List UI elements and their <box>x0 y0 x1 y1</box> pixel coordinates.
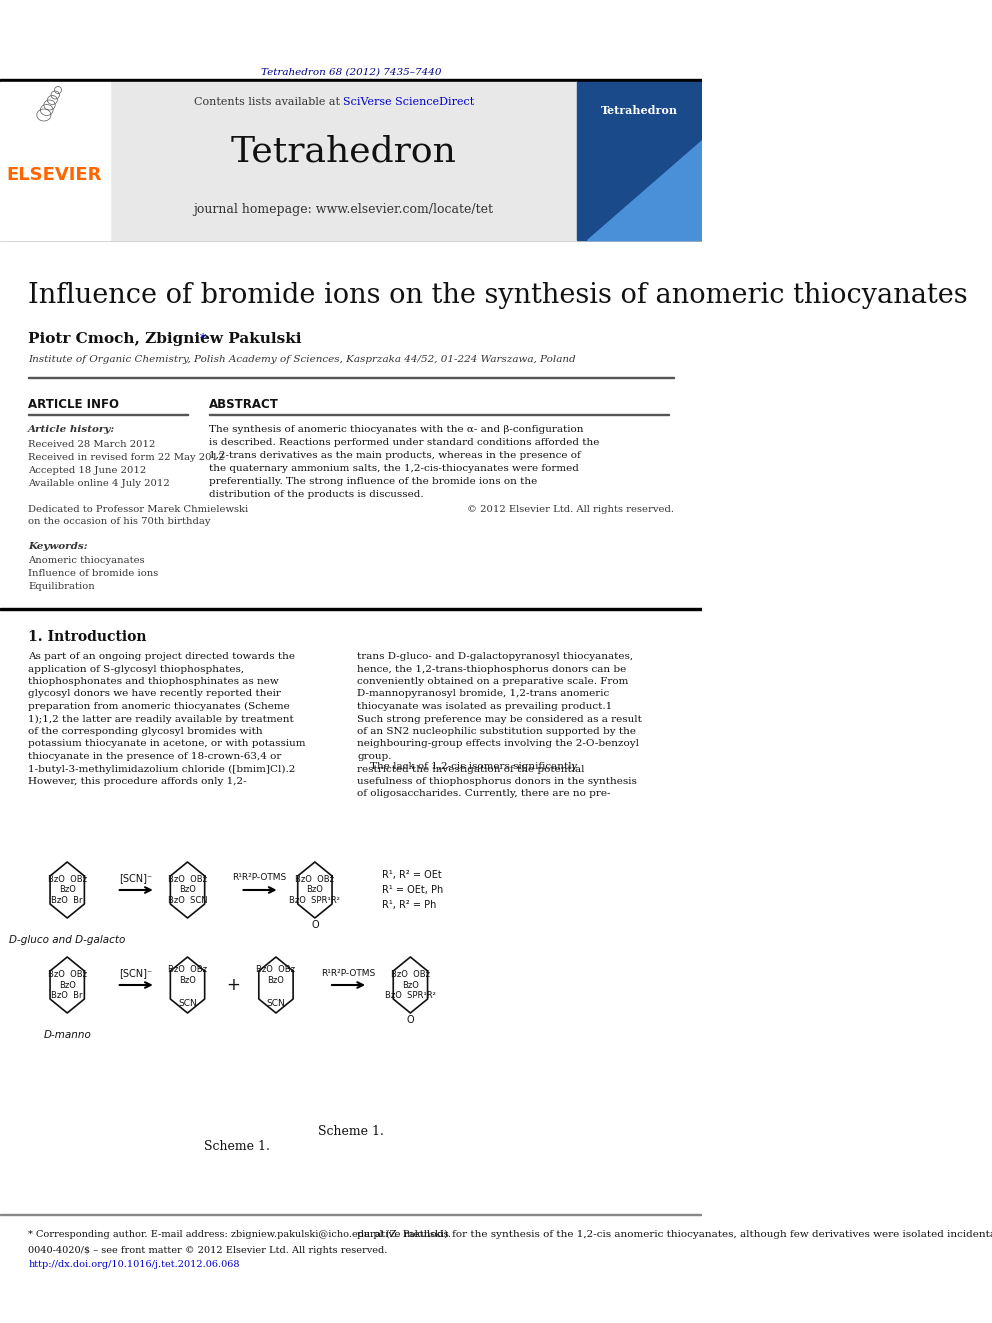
Text: [SCN]⁻: [SCN]⁻ <box>119 968 153 978</box>
Text: *: * <box>199 333 205 347</box>
Text: Equilibration: Equilibration <box>29 582 95 591</box>
Text: Influence of bromide ions: Influence of bromide ions <box>29 569 159 578</box>
Text: Contents lists available at: Contents lists available at <box>193 97 343 107</box>
Text: R¹, R² = OEt: R¹, R² = OEt <box>382 871 441 880</box>
Text: Received in revised form 22 May 2012: Received in revised form 22 May 2012 <box>29 452 224 462</box>
Text: BzO  OBz
BzO
BzO  SCN: BzO OBz BzO BzO SCN <box>168 875 207 905</box>
Text: Dedicated to Professor Marek Chmielewski: Dedicated to Professor Marek Chmielewski <box>29 505 249 515</box>
Text: R¹R²P-OTMS: R¹R²P-OTMS <box>232 873 287 882</box>
Text: Accepted 18 June 2012: Accepted 18 June 2012 <box>29 466 147 475</box>
Text: 1,2-trans derivatives as the main products, whereas in the presence of: 1,2-trans derivatives as the main produc… <box>208 451 580 460</box>
Text: conveniently obtained on a preparative scale. From: conveniently obtained on a preparative s… <box>357 677 629 687</box>
Text: usefulness of thiophosphorus donors in the synthesis: usefulness of thiophosphorus donors in t… <box>357 777 637 786</box>
Text: Such strong preference may be considered as a result: Such strong preference may be considered… <box>357 714 642 724</box>
Text: preferentially. The strong influence of the bromide ions on the: preferentially. The strong influence of … <box>208 478 537 486</box>
Text: R¹R²P-OTMS: R¹R²P-OTMS <box>321 968 375 978</box>
Bar <box>14 820 687 1140</box>
Text: group.
    The lack of 1,2-cis isomers significantly: group. The lack of 1,2-cis isomers signi… <box>357 751 577 771</box>
Text: BzO  OBz
BzO
BzO  Br: BzO OBz BzO BzO Br <box>48 875 86 905</box>
Text: trans D-gluco- and D-galactopyranosyl thiocyanates,: trans D-gluco- and D-galactopyranosyl th… <box>357 652 634 662</box>
Text: of the corresponding glycosyl bromides with: of the corresponding glycosyl bromides w… <box>29 728 263 736</box>
Polygon shape <box>587 140 702 239</box>
Text: Tetrahedron 68 (2012) 7435–7440: Tetrahedron 68 (2012) 7435–7440 <box>261 67 441 77</box>
Text: However, this procedure affords only 1,2-: However, this procedure affords only 1,2… <box>29 777 247 786</box>
Bar <box>0 82 110 239</box>
Text: journal homepage: www.elsevier.com/locate/tet: journal homepage: www.elsevier.com/locat… <box>193 204 493 217</box>
Text: Tetrahedron: Tetrahedron <box>230 135 456 169</box>
Text: preparation from anomeric thiocyanates (Scheme: preparation from anomeric thiocyanates (… <box>29 703 290 712</box>
Text: application of S-glycosyl thiophosphates,: application of S-glycosyl thiophosphates… <box>29 664 244 673</box>
Text: parative methods for the synthesis of the 1,2-cis anomeric thiocyanates, althoug: parative methods for the synthesis of th… <box>357 1230 992 1240</box>
Text: thiocyanate in the presence of 18-crown-63,4 or: thiocyanate in the presence of 18-crown-… <box>29 751 282 761</box>
Text: of an SN2 nucleophilic substitution supported by the: of an SN2 nucleophilic substitution supp… <box>357 728 636 736</box>
Text: © 2012 Elsevier Ltd. All rights reserved.: © 2012 Elsevier Ltd. All rights reserved… <box>466 505 674 515</box>
Text: hence, the 1,2-trans-thiophosphorus donors can be: hence, the 1,2-trans-thiophosphorus dono… <box>357 664 627 673</box>
Text: ARTICLE INFO: ARTICLE INFO <box>29 398 119 411</box>
Text: BzO  OBz
BzO: BzO OBz BzO <box>257 966 296 984</box>
Text: D-mannopyranosyl bromide, 1,2-trans anomeric: D-mannopyranosyl bromide, 1,2-trans anom… <box>357 689 609 699</box>
Text: D-manno: D-manno <box>44 1031 91 1040</box>
Text: restricted the investigation of the potential: restricted the investigation of the pote… <box>357 765 585 774</box>
Text: potassium thiocyanate in acetone, or with potassium: potassium thiocyanate in acetone, or wit… <box>29 740 306 749</box>
Text: on the occasion of his 70th birthday: on the occasion of his 70th birthday <box>29 517 211 527</box>
Text: glycosyl donors we have recently reported their: glycosyl donors we have recently reporte… <box>29 689 281 699</box>
Text: the quaternary ammonium salts, the 1,2-cis-thiocyanates were formed: the quaternary ammonium salts, the 1,2-c… <box>208 464 578 474</box>
Text: SCN: SCN <box>179 999 196 1008</box>
Text: thiophosphonates and thiophosphinates as new: thiophosphonates and thiophosphinates as… <box>29 677 279 687</box>
Text: BzO  OBz
BzO
BzO  SPR¹R²: BzO OBz BzO BzO SPR¹R² <box>290 875 340 905</box>
Text: R¹, R² = Ph: R¹, R² = Ph <box>382 900 436 910</box>
Text: 1);1,2 the latter are readily available by treatment: 1);1,2 the latter are readily available … <box>29 714 294 724</box>
Text: distribution of the products is discussed.: distribution of the products is discusse… <box>208 490 424 499</box>
Bar <box>110 82 576 239</box>
Text: Tetrahedron: Tetrahedron <box>600 105 678 115</box>
Text: thiocyanate was isolated as prevailing product.1: thiocyanate was isolated as prevailing p… <box>357 703 613 710</box>
Text: Article history:: Article history: <box>29 425 115 434</box>
Text: SCN: SCN <box>267 999 286 1008</box>
Text: BzO  OBz
BzO
BzO  Br: BzO OBz BzO BzO Br <box>48 970 86 1000</box>
Text: As part of an ongoing project directed towards the: As part of an ongoing project directed t… <box>29 652 296 662</box>
Text: BzO  OBz
BzO: BzO OBz BzO <box>168 966 207 984</box>
Text: 1. Introduction: 1. Introduction <box>29 630 147 644</box>
Text: The synthesis of anomeric thiocyanates with the α- and β-configuration: The synthesis of anomeric thiocyanates w… <box>208 425 583 434</box>
Text: SciVerse ScienceDirect: SciVerse ScienceDirect <box>343 97 474 107</box>
Text: O: O <box>311 919 318 930</box>
Text: http://dx.doi.org/10.1016/j.tet.2012.06.068: http://dx.doi.org/10.1016/j.tet.2012.06.… <box>29 1259 240 1269</box>
Text: R¹ = OEt, Ph: R¹ = OEt, Ph <box>382 885 443 894</box>
Text: O: O <box>407 1015 415 1025</box>
Text: BzO  OBz
BzO
BzO  SPR¹R²: BzO OBz BzO BzO SPR¹R² <box>385 970 435 1000</box>
Text: Received 28 March 2012: Received 28 March 2012 <box>29 441 156 448</box>
Text: ABSTRACT: ABSTRACT <box>208 398 279 411</box>
Bar <box>576 82 702 239</box>
Text: Scheme 1.: Scheme 1. <box>204 1140 270 1154</box>
Text: * Corresponding author. E-mail address: zbigniew.pakulski@icho.edu.pl (Z. Pakuls: * Corresponding author. E-mail address: … <box>29 1230 451 1240</box>
Text: 1-butyl-3-methylimidazolium chloride ([bmim]Cl).2: 1-butyl-3-methylimidazolium chloride ([b… <box>29 765 296 774</box>
Text: neighbouring-group effects involving the 2-O-benzoyl: neighbouring-group effects involving the… <box>357 740 639 749</box>
Text: of oligosaccharides. Currently, there are no pre-: of oligosaccharides. Currently, there ar… <box>357 790 611 799</box>
Text: 0040-4020/$ – see front matter © 2012 Elsevier Ltd. All rights reserved.: 0040-4020/$ – see front matter © 2012 El… <box>29 1246 388 1256</box>
Text: ELSEVIER: ELSEVIER <box>7 165 102 184</box>
Text: Anomeric thiocyanates: Anomeric thiocyanates <box>29 556 145 565</box>
Text: is described. Reactions performed under standard conditions afforded the: is described. Reactions performed under … <box>208 438 599 447</box>
Text: Available online 4 July 2012: Available online 4 July 2012 <box>29 479 170 488</box>
Text: Keywords:: Keywords: <box>29 542 88 550</box>
Text: +: + <box>226 976 240 994</box>
Text: [SCN]⁻: [SCN]⁻ <box>119 873 153 882</box>
Bar <box>0 607 702 610</box>
Text: Piotr Cmoch, Zbigniew Pakulski: Piotr Cmoch, Zbigniew Pakulski <box>29 332 302 347</box>
Bar <box>0 79 702 82</box>
Text: D-gluco and D-galacto: D-gluco and D-galacto <box>9 935 125 945</box>
Bar <box>0 237 702 239</box>
Text: Scheme 1.: Scheme 1. <box>318 1125 384 1138</box>
Text: Influence of bromide ions on the synthesis of anomeric thiocyanates: Influence of bromide ions on the synthes… <box>29 282 968 310</box>
Text: Institute of Organic Chemistry, Polish Academy of Sciences, Kasprzaka 44/52, 01-: Institute of Organic Chemistry, Polish A… <box>29 355 576 364</box>
